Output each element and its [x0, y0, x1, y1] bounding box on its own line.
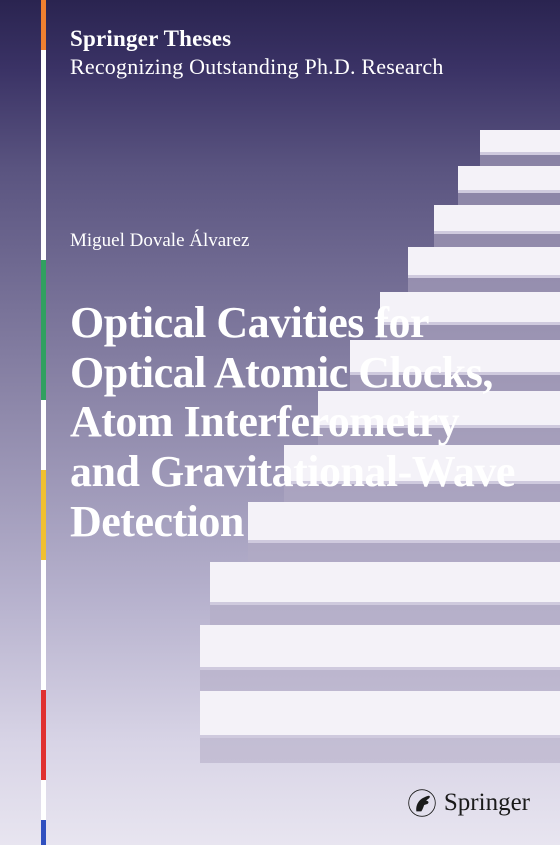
series-name: Springer Theses	[70, 26, 444, 52]
stripe-segment	[41, 0, 46, 50]
publisher-block: Springer	[408, 787, 530, 819]
stripe-segment	[41, 470, 46, 560]
stripe-segment	[41, 260, 46, 400]
book-cover: Springer Theses Recognizing Outstanding …	[0, 0, 560, 845]
stripe-segment	[41, 560, 46, 690]
series-block: Springer Theses Recognizing Outstanding …	[70, 26, 444, 80]
stripe-segment	[41, 690, 46, 780]
series-tagline: Recognizing Outstanding Ph.D. Research	[70, 54, 444, 80]
stripe-segment	[41, 780, 46, 820]
stripe-segment	[41, 400, 46, 470]
publisher-name: Springer	[444, 789, 530, 817]
thesis-title: Optical Cavities for Optical Atomic Cloc…	[70, 298, 520, 547]
stripe-segment	[41, 820, 46, 845]
author-name: Miguel Dovale Álvarez	[70, 230, 249, 252]
stripe-segment	[41, 50, 46, 260]
springer-horse-icon	[408, 787, 436, 819]
